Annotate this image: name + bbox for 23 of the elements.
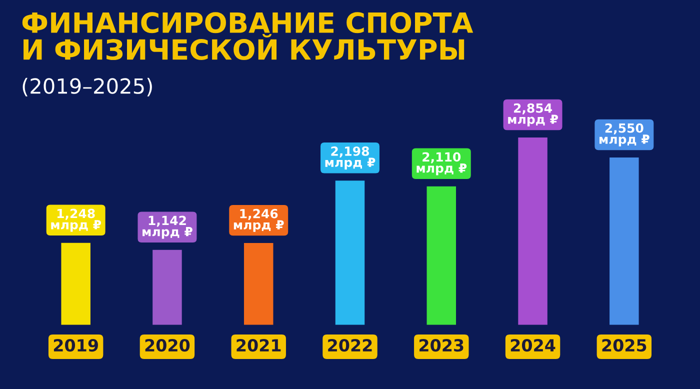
bar (244, 243, 274, 325)
x-tick-label: 2020 (145, 339, 190, 352)
x-tick-label: 2025 (602, 339, 646, 352)
data-label: 2,198 млрд ₽ (325, 146, 376, 170)
x-tick-label: 2023 (420, 339, 464, 352)
data-label: 2,110 млрд ₽ (416, 152, 467, 176)
data-label: 2,854 млрд ₽ (508, 103, 558, 126)
bar (610, 157, 639, 325)
bar (335, 180, 365, 325)
bar (152, 250, 182, 325)
chart-title: ФИНАНСИРОВАНИЕ СПОРТА И ФИЗИЧЕСКОЙ КУЛЬТУРЫ (22, 12, 474, 60)
data-label: 1,142 млрд ₽ (142, 216, 192, 239)
x-tick-label: 2021 (236, 339, 281, 352)
bar (426, 186, 456, 325)
x-tick-label: 2022 (328, 339, 372, 352)
chart-subtitle: (2019–2025) (22, 78, 152, 96)
x-tick-label: 2019 (54, 339, 98, 352)
bar (518, 138, 548, 325)
data-label: 1,246 млрд ₽ (234, 208, 284, 232)
bar (61, 242, 90, 325)
data-label: 1,248 млрд ₽ (51, 208, 102, 232)
data-label: 2,550 млрд ₽ (599, 123, 650, 146)
x-tick-label: 2024 (510, 339, 556, 352)
